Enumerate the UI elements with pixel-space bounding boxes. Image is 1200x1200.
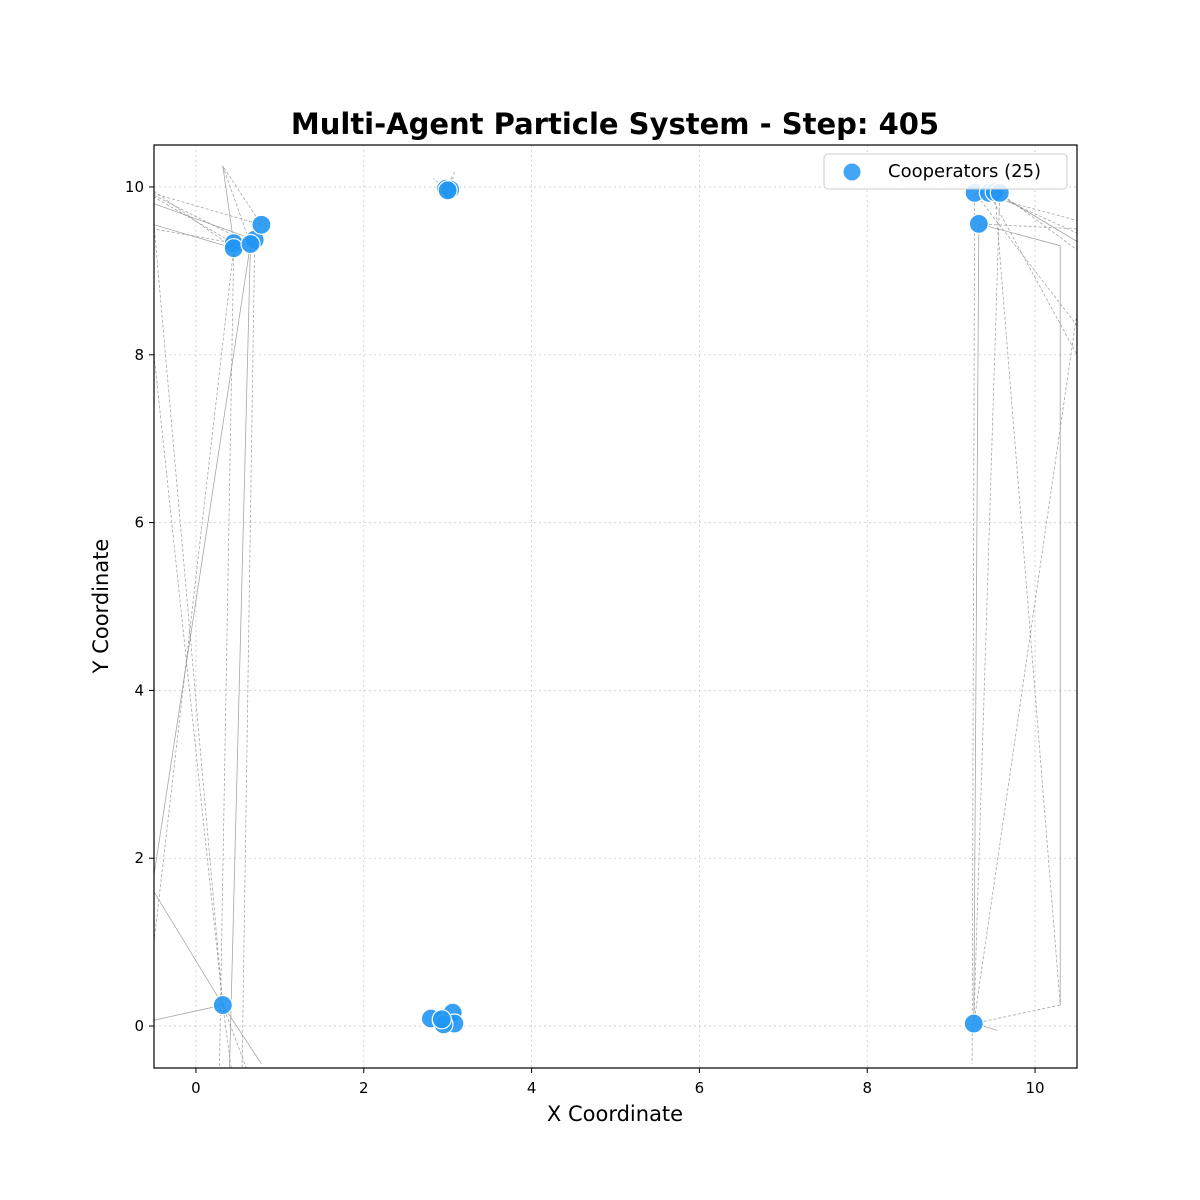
data-point xyxy=(963,1013,984,1034)
data-point xyxy=(437,180,458,201)
x-axis-label: X Coordinate xyxy=(547,1102,683,1126)
y-axis-ticks: 0 2 4 6 8 10 xyxy=(125,178,154,1035)
trail-line xyxy=(154,224,224,1006)
trail-line xyxy=(154,224,234,249)
trail-line xyxy=(974,192,1077,326)
data-point xyxy=(240,233,261,255)
legend: Cooperators (25) xyxy=(823,153,1068,190)
trail-line xyxy=(994,191,1061,1006)
x-tick-label: 4 xyxy=(527,1079,537,1097)
trail-line xyxy=(154,203,255,241)
trail-line xyxy=(219,248,235,1068)
trail-line xyxy=(999,192,1077,251)
trail-line xyxy=(154,194,251,245)
y-tick-label: 4 xyxy=(134,681,144,699)
trail-line xyxy=(222,165,262,225)
trail-line xyxy=(973,223,980,1024)
x-tick-label: 8 xyxy=(862,1079,872,1097)
trail-line xyxy=(994,191,1077,242)
x-axis-ticks: 0 2 4 6 8 10 xyxy=(191,1068,1045,1097)
data-point xyxy=(968,213,989,234)
y-tick-label: 6 xyxy=(134,514,144,532)
trail-line xyxy=(973,192,1001,1024)
y-tick-label: 8 xyxy=(134,346,144,364)
trail-line xyxy=(154,1004,223,1021)
trail-line xyxy=(154,243,251,876)
trail-line xyxy=(988,192,1077,355)
trail-line xyxy=(971,192,976,1064)
legend-marker xyxy=(842,162,862,182)
trail-line xyxy=(978,223,1077,230)
trail-line xyxy=(154,190,234,249)
y-axis-label: Y Coordinate xyxy=(89,539,113,675)
x-tick-label: 0 xyxy=(191,1079,201,1097)
trail-line xyxy=(154,228,234,244)
trail-line xyxy=(449,171,455,190)
trail-line xyxy=(154,193,262,226)
data-point xyxy=(223,238,244,259)
y-tick-label: 0 xyxy=(134,1017,144,1035)
data-point xyxy=(431,1009,452,1030)
trail-lines xyxy=(154,165,1077,1068)
trail-line xyxy=(978,223,1061,247)
trail-line xyxy=(154,196,234,244)
trail-line xyxy=(154,891,224,1006)
data-point xyxy=(212,994,233,1016)
grid-lines xyxy=(154,145,1077,1068)
trail-line xyxy=(222,1004,262,1065)
legend-label: Cooperators (25) xyxy=(888,161,1041,182)
x-tick-label: 2 xyxy=(359,1079,369,1097)
trail-line xyxy=(154,248,235,943)
y-tick-label: 2 xyxy=(134,849,144,867)
legend-box xyxy=(823,153,1068,190)
y-tick-label: 10 xyxy=(125,178,144,196)
trail-line xyxy=(154,354,224,1006)
trail-line xyxy=(222,165,235,244)
data-point xyxy=(251,214,272,235)
plot-frame xyxy=(153,144,1078,1069)
trail-line xyxy=(229,244,251,1068)
trail-line xyxy=(241,239,256,1068)
chart-title: Multi-Agent Particle System - Step: 405 xyxy=(291,107,939,141)
x-tick-label: 6 xyxy=(695,1079,705,1097)
trail-line xyxy=(222,165,251,245)
x-tick-label: 10 xyxy=(1025,1079,1044,1097)
